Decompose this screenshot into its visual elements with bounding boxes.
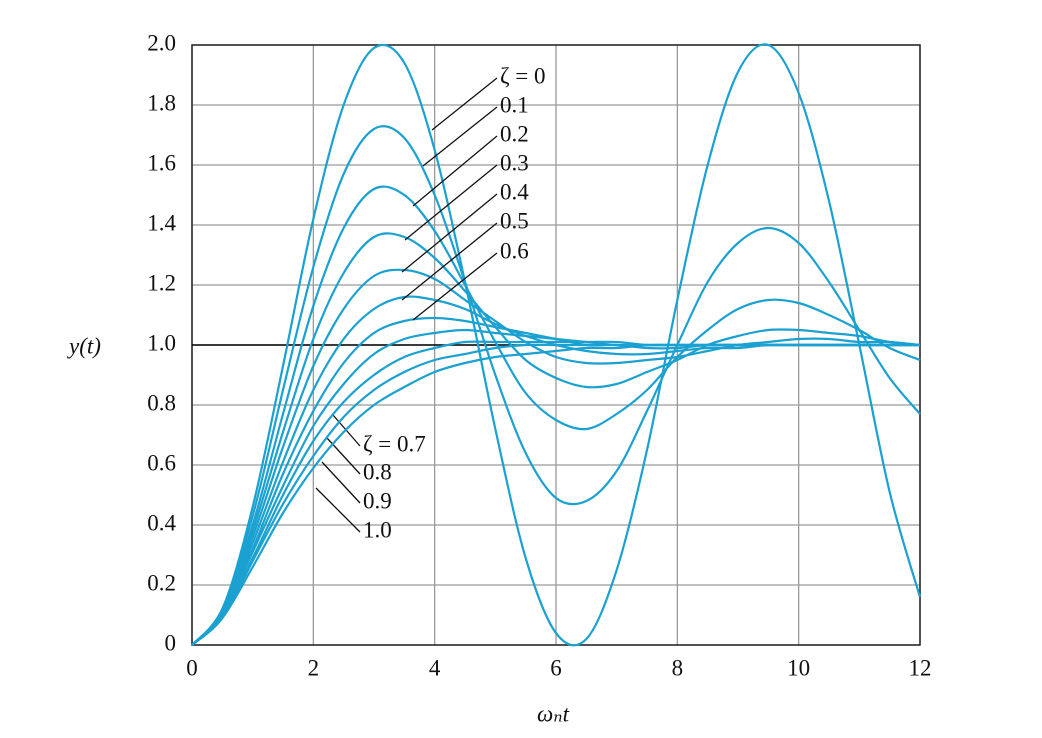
y-tick-label: 1.8 bbox=[147, 90, 176, 115]
curve-label: 1.0 bbox=[363, 517, 392, 542]
label-leader bbox=[321, 461, 361, 504]
y-tick-label: 1.2 bbox=[147, 270, 176, 295]
x-axis-label: ωₙt bbox=[537, 701, 570, 726]
y-tick-label: 1.4 bbox=[147, 210, 176, 235]
y-tick-label: 0 bbox=[165, 630, 177, 655]
label-leader bbox=[404, 164, 498, 241]
y-tick-label: 0.4 bbox=[147, 510, 176, 535]
y-tick-label: 0.2 bbox=[147, 570, 176, 595]
curve-label: ζ = 0.7 bbox=[363, 431, 426, 456]
curve-label: 0.8 bbox=[363, 459, 392, 484]
curve-label: 0.9 bbox=[363, 488, 392, 513]
x-tick-label: 4 bbox=[429, 655, 441, 680]
curve-label: ζ = 0 bbox=[500, 63, 546, 88]
response-curve bbox=[191, 43, 922, 647]
y-tick-label: 1.0 bbox=[147, 330, 176, 355]
label-leader bbox=[315, 487, 361, 533]
y-axis-label: y(t) bbox=[67, 333, 101, 358]
x-tick-label: 10 bbox=[787, 655, 810, 680]
x-tick-label: 0 bbox=[186, 655, 198, 680]
y-tick-label: 0.8 bbox=[147, 390, 176, 415]
label-leader bbox=[412, 252, 498, 321]
response-curve bbox=[191, 125, 921, 646]
y-tick-label: 2.0 bbox=[147, 30, 176, 55]
response-curve bbox=[191, 268, 921, 646]
label-leader bbox=[422, 106, 498, 167]
x-tick-label: 8 bbox=[672, 655, 684, 680]
response-curve bbox=[191, 232, 921, 646]
response-curve bbox=[191, 343, 920, 646]
curve-label: 0.4 bbox=[500, 179, 529, 204]
x-tick-label: 2 bbox=[308, 655, 320, 680]
curve-label: 0.6 bbox=[500, 238, 529, 263]
y-tick-label: 0.6 bbox=[147, 450, 176, 475]
curve-label: 0.1 bbox=[500, 92, 529, 117]
response-curve bbox=[191, 185, 921, 646]
x-tick-label: 12 bbox=[909, 655, 932, 680]
label-leader bbox=[401, 193, 498, 273]
y-tick-label: 1.6 bbox=[147, 150, 176, 175]
label-leader bbox=[412, 135, 498, 207]
curve-label: 0.2 bbox=[500, 121, 529, 146]
label-leader bbox=[401, 222, 498, 301]
curve-label: 0.5 bbox=[500, 208, 529, 233]
x-tick-label: 6 bbox=[550, 655, 562, 680]
curve-label: 0.3 bbox=[500, 150, 529, 175]
label-leader bbox=[431, 77, 498, 131]
